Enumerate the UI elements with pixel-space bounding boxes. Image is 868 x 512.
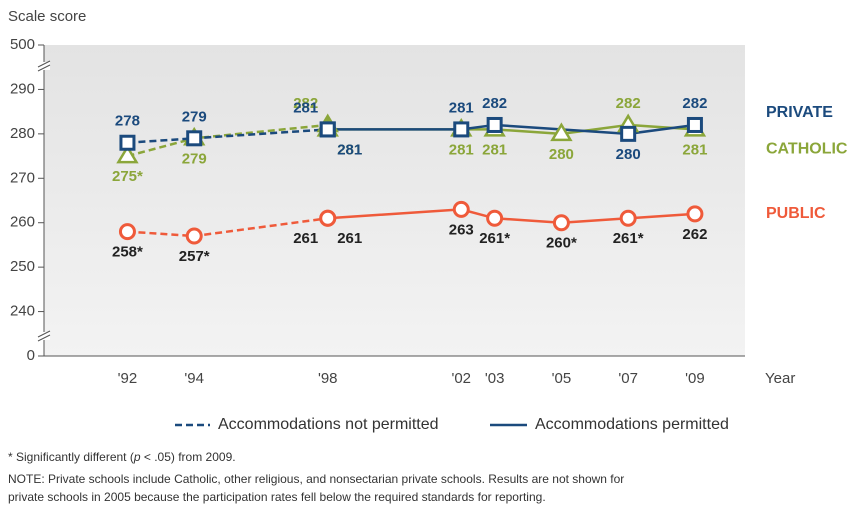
x-tick-label: '07	[618, 370, 638, 387]
series-name: CATHOLIC	[766, 141, 848, 158]
legend-text: Accommodations permitted	[535, 416, 729, 433]
legend-text: Accommodations not permitted	[218, 416, 439, 433]
value-label: 281	[293, 99, 318, 116]
marker	[686, 205, 704, 223]
value-label: 281	[449, 141, 474, 158]
note: NOTE: Private schools include Catholic, …	[8, 472, 624, 486]
marker	[452, 200, 470, 218]
value-label: 279	[182, 108, 207, 125]
marker	[319, 121, 336, 138]
marker	[619, 209, 637, 227]
value-label: 261*	[613, 230, 644, 247]
x-axis-label: Year	[765, 370, 795, 387]
axis-break-gap	[38, 62, 50, 70]
value-label: 275*	[112, 168, 143, 185]
marker	[185, 227, 203, 245]
value-label: 282	[293, 95, 318, 112]
marker	[116, 144, 139, 164]
marker	[186, 130, 203, 147]
y-tick-label: 250	[10, 258, 35, 275]
value-label: 258*	[112, 244, 143, 261]
marker	[453, 121, 470, 138]
y-axis-label: Scale score	[8, 8, 86, 25]
note: private schools in 2005 because the part…	[8, 490, 546, 504]
axis-break	[37, 60, 51, 68]
value-label: 280	[549, 146, 574, 163]
y-tick-label: 500	[10, 36, 35, 53]
value-label: 281	[682, 141, 707, 158]
value-label: 261	[293, 230, 318, 247]
note-part: * Significantly different (	[8, 450, 134, 464]
series-name: PRIVATE	[766, 104, 833, 121]
x-tick-label: '09	[685, 370, 705, 387]
x-tick-label: '03	[485, 370, 505, 387]
x-tick-label: '05	[552, 370, 572, 387]
value-label: 260*	[546, 235, 577, 252]
y-tick-label: 240	[10, 303, 35, 320]
series-name: PUBLIC	[766, 205, 826, 222]
value-label: 282	[616, 95, 641, 112]
value-label: 261*	[479, 230, 510, 247]
marker	[319, 209, 337, 227]
y-tick-label: 280	[10, 125, 35, 142]
line	[327, 208, 696, 224]
value-label: 257*	[179, 248, 210, 265]
marker	[119, 134, 136, 151]
marker	[486, 116, 503, 133]
value-label: 281	[482, 141, 507, 158]
marker	[620, 125, 637, 142]
axis-break-gap	[38, 332, 50, 340]
marker	[550, 122, 573, 142]
value-label: 279	[182, 150, 207, 167]
value-label: 281	[449, 99, 474, 116]
marker	[486, 209, 504, 227]
value-label: 281	[337, 141, 362, 158]
marker	[686, 116, 703, 133]
marker	[118, 223, 136, 241]
axis-break	[37, 330, 51, 338]
note-part: p	[133, 450, 141, 464]
value-label: 278	[115, 113, 140, 130]
y-tick-label: 290	[10, 80, 35, 97]
value-label: 262	[682, 226, 707, 243]
x-tick-label: '94	[184, 370, 204, 387]
value-label: 281	[337, 141, 362, 158]
value-label: 261	[337, 230, 362, 247]
value-label: 282	[682, 95, 707, 112]
marker	[552, 214, 570, 232]
value-label: 280	[616, 146, 641, 163]
plot-area	[44, 45, 745, 356]
x-tick-label: '98	[318, 370, 338, 387]
value-label: 282	[482, 95, 507, 112]
axis-break	[37, 334, 51, 342]
y-tick-label: 0	[27, 347, 35, 364]
value-label: 263	[449, 221, 474, 238]
x-tick-label: '02	[451, 370, 471, 387]
note: * Significantly different (p < .05) from…	[8, 450, 236, 464]
y-tick-label: 260	[10, 214, 35, 231]
x-tick-label: '92	[118, 370, 138, 387]
axis-break	[37, 64, 51, 72]
y-tick-label: 270	[10, 169, 35, 186]
note-part: < .05) from 2009.	[141, 450, 236, 464]
